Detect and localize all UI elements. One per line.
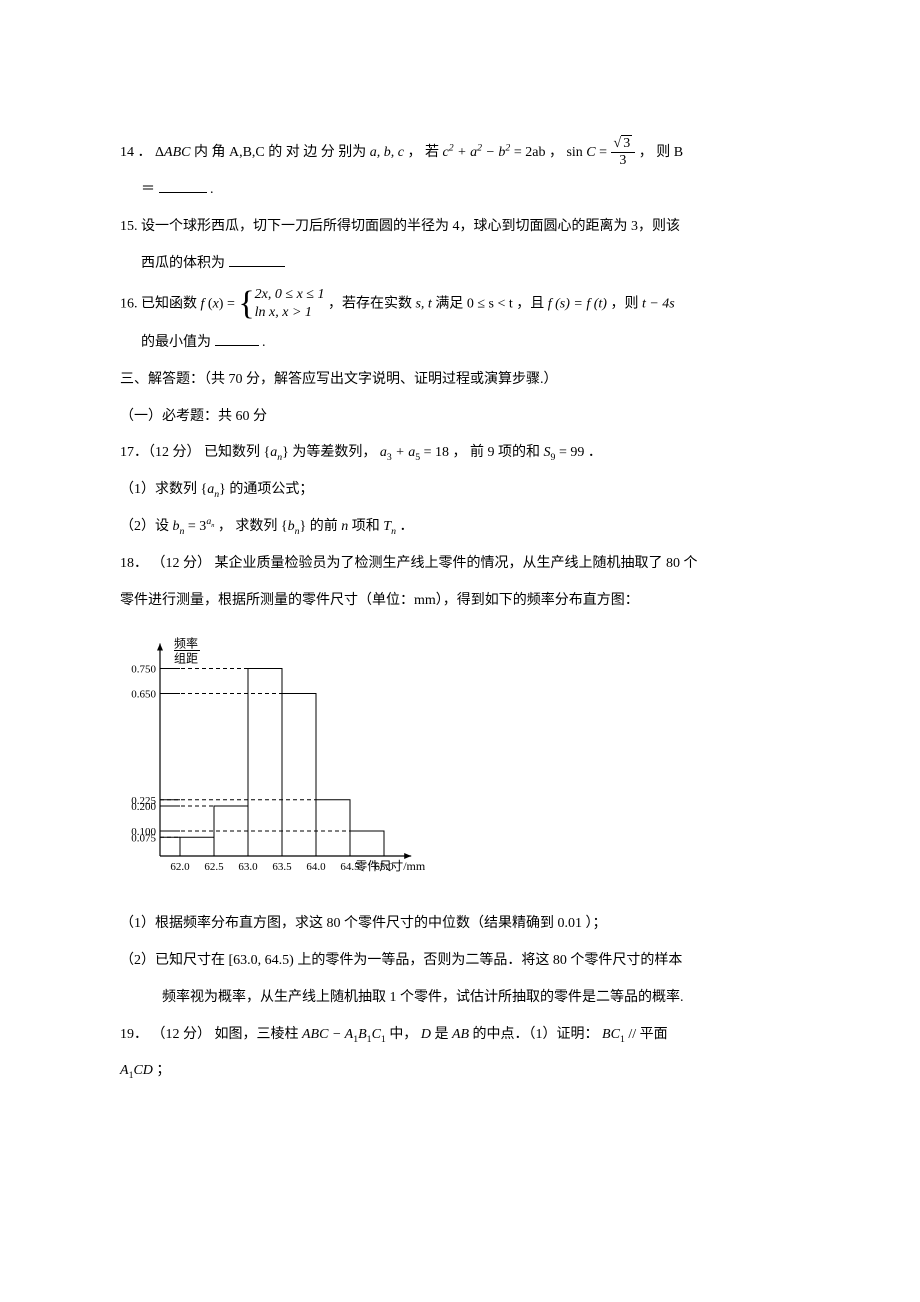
q16-piecewise: { 2x, 0 ≤ x ≤ 1 ln x, x > 1 xyxy=(238,286,324,322)
q14: 14 ． ΔABC 内 角 A,B,C 的 对 边 分 别为 a, b, c ，… xyxy=(120,136,820,169)
q14-line2: ＝ . xyxy=(120,175,820,206)
q18-p2: （2）已知尺寸在 [63.0, 64.5) 上的零件为一等品，否则为二等品．将这… xyxy=(120,946,820,977)
svg-text:63.0: 63.0 xyxy=(238,861,258,873)
q16-line2: 的最小值为 . xyxy=(120,328,820,359)
q19-line2: A1CD ； xyxy=(120,1056,820,1087)
histogram-svg: 0.0750.1000.2000.2250.6500.75062.062.563… xyxy=(120,626,500,886)
q17-p1: （1）求数列 {an} 的通项公式； xyxy=(120,475,820,506)
q15: 15. 设一个球形西瓜，切下一刀后所得切面圆的半径为 4，球心到切面圆心的距离为… xyxy=(120,212,820,243)
svg-text:零件尺寸/mm: 零件尺寸/mm xyxy=(355,859,426,873)
q14-t1: 内 角 A,B,C 的 对 边 分 别为 xyxy=(194,145,370,160)
q14-t4: ， 则 B xyxy=(639,145,683,160)
svg-text:62.0: 62.0 xyxy=(170,861,190,873)
q18: 18． （12 分） 某企业质量检验员为了检测生产线上零件的情况，从生产线上随机… xyxy=(120,549,820,580)
q18-label: 18． （12 分） xyxy=(120,556,211,571)
q15-blank xyxy=(229,252,285,267)
q14-frac: 3 3 xyxy=(611,136,636,169)
section3-sub: （一）必考题：共 60 分 xyxy=(120,402,820,433)
q18-line2: 零件进行测量，根据所测量的零件尺寸（单位：mm），得到如下的频率分布直方图： xyxy=(120,586,820,617)
q17-eq1: a3 + a5 = 18 xyxy=(380,445,449,460)
svg-text:0.650: 0.650 xyxy=(131,689,156,701)
q17-Tn: Tn xyxy=(383,519,396,534)
q14-label: 14 ． xyxy=(120,145,152,160)
q18-p1: （1）根据频率分布直方图，求这 80 个零件尺寸的中位数（结果精确到 0.01 … xyxy=(120,909,820,940)
svg-text:63.5: 63.5 xyxy=(272,861,292,873)
q17-p2: （2）设 bn = 3an ， 求数列 {bn} 的前 n 项和 Tn ． xyxy=(120,512,820,543)
q15-t1: 设一个球形西瓜，切下一刀后所得切面圆的半径为 4，球心到切面圆心的距离为 3，则… xyxy=(141,219,680,234)
svg-text:组距: 组距 xyxy=(174,652,198,666)
svg-text:0.100: 0.100 xyxy=(131,826,156,838)
q19-bc1: BC1 xyxy=(602,1027,625,1042)
q16-label: 16. xyxy=(120,296,138,311)
sin-label: sin xyxy=(566,145,582,160)
q18-p2b: 频率视为概率，从生产线上随机抽取 1 个零件，试估计所抽取的零件是二等品的概率. xyxy=(120,983,820,1014)
q16: 16. 已知函数 f (x) = { 2x, 0 ≤ x ≤ 1 ln x, x… xyxy=(120,286,820,322)
q14-t3: ， xyxy=(549,145,567,160)
svg-text:64.0: 64.0 xyxy=(306,861,326,873)
q15-t2: 西瓜的体积为 xyxy=(141,256,225,271)
q17-bn: bn = 3an xyxy=(173,519,215,534)
q16-f: f xyxy=(201,296,205,311)
q19: 19． （12 分） 如图，三棱柱 ABC − A1B1C1 中， D 是 AB… xyxy=(120,1020,820,1051)
svg-text:0.225: 0.225 xyxy=(131,795,156,807)
svg-text:0.750: 0.750 xyxy=(131,664,156,676)
q15-line2: 西瓜的体积为 xyxy=(120,249,820,280)
q14-t2: ， 若 xyxy=(407,145,442,160)
page: 14 ． ΔABC 内 角 A,B,C 的 对 边 分 别为 a, b, c ，… xyxy=(0,0,920,1153)
q15-label: 15. xyxy=(120,219,138,234)
q17-s9: S9 = 99 xyxy=(544,445,585,460)
q17-label: 17．（12 分） xyxy=(120,445,201,460)
q16-blank xyxy=(215,331,259,346)
section3-heading: 三、解答题：（共 70 分，解答应写出文字说明、证明过程或演算步骤.） xyxy=(120,365,820,396)
q16-t1: 已知函数 xyxy=(141,296,197,311)
q14-blank xyxy=(159,178,207,193)
svg-text:62.5: 62.5 xyxy=(204,861,224,873)
q17: 17．（12 分） 已知数列 {an} 为等差数列， a3 + a5 = 18 … xyxy=(120,438,820,469)
q19-label: 19． （12 分） xyxy=(120,1027,211,1042)
q16-t2: ，若存在实数 xyxy=(328,296,412,311)
q19-prism: ABC − A1B1C1 xyxy=(302,1027,386,1042)
histogram: 0.0750.1000.2000.2250.6500.75062.062.563… xyxy=(120,626,820,899)
q14-abc: a, b, c xyxy=(370,145,404,160)
svg-text:频率: 频率 xyxy=(174,636,198,651)
q14-eq1: c2 + a2 − b2 = 2ab xyxy=(442,145,545,160)
q19-a1cd: A1CD xyxy=(120,1063,153,1078)
